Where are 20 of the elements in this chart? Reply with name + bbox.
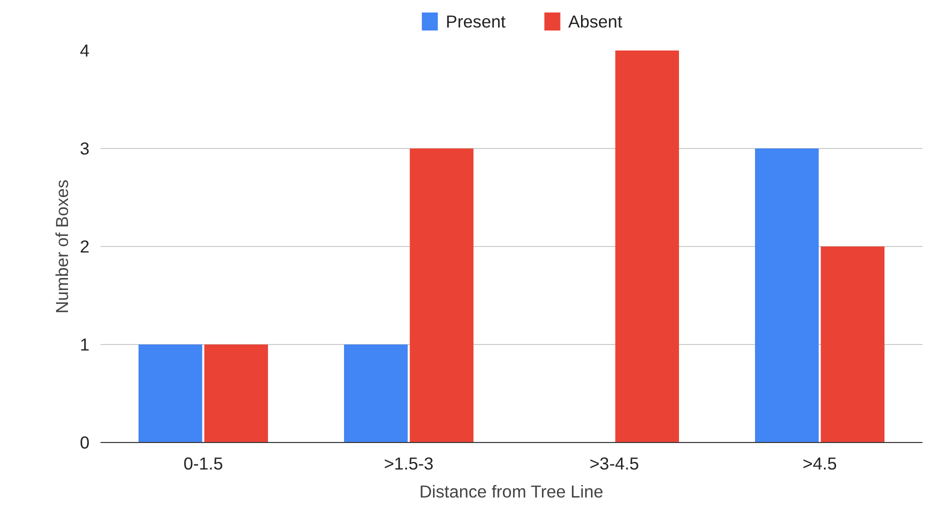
bar xyxy=(204,344,268,442)
bar xyxy=(755,148,819,442)
legend-label: Absent xyxy=(568,12,622,32)
bar xyxy=(820,246,884,442)
bar xyxy=(344,344,408,442)
x-tick-label: >4.5 xyxy=(802,454,837,474)
legend-label: Present xyxy=(446,12,506,32)
x-axis-title: Distance from Tree Line xyxy=(419,482,604,502)
x-tick-label: >1.5-3 xyxy=(384,454,434,474)
y-tick-label: 0 xyxy=(80,432,90,452)
bar xyxy=(138,344,202,442)
y-tick-label: 3 xyxy=(80,138,90,158)
y-tick-label: 2 xyxy=(80,236,90,256)
bar xyxy=(410,148,474,442)
x-tick-label: >3-4.5 xyxy=(589,454,640,474)
bar xyxy=(615,50,679,442)
y-tick-label: 4 xyxy=(80,40,90,60)
y-axis-title: Number of Boxes xyxy=(52,179,72,314)
x-tick-label: 0-1.5 xyxy=(184,454,223,474)
y-tick-label: 1 xyxy=(80,334,90,354)
